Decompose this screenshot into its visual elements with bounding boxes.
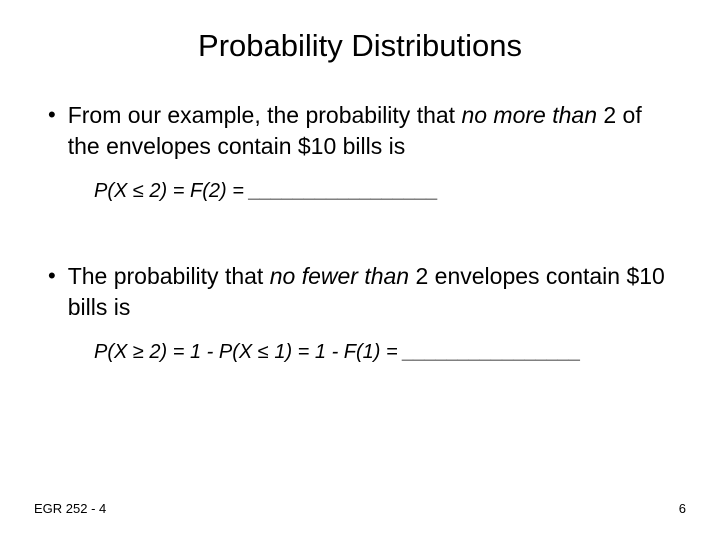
bullet-2-pre: The probability that [68, 263, 270, 289]
bullet-1-emphasis: no more than [461, 102, 597, 128]
footer-page-number: 6 [679, 501, 686, 516]
bullet-1-text: From our example, the probability that n… [68, 100, 672, 162]
formula-2-text: P(X ≥ 2) = 1 - P(X ≤ 1) = 1 - F(1) = ___… [94, 341, 581, 363]
formula-1: P(X ≤ 2) = F(2) = _________________ [94, 180, 672, 203]
bullet-dot-icon: • [48, 261, 56, 291]
bullet-dot-icon: • [48, 100, 56, 130]
bullet-2-emphasis: no fewer than [270, 263, 409, 289]
bullet-1: • From our example, the probability that… [48, 100, 672, 162]
bullet-1-pre: From our example, the probability that [68, 102, 462, 128]
formula-1-text: P(X ≤ 2) = F(2) = _________________ [94, 180, 439, 202]
formula-2: P(X ≥ 2) = 1 - P(X ≤ 1) = 1 - F(1) = ___… [94, 341, 672, 364]
footer-course-code: EGR 252 - 4 [34, 501, 106, 516]
slide-title: Probability Distributions [48, 28, 672, 64]
bullet-2-text: The probability that no fewer than 2 env… [68, 261, 672, 323]
bullet-2: • The probability that no fewer than 2 e… [48, 261, 672, 323]
